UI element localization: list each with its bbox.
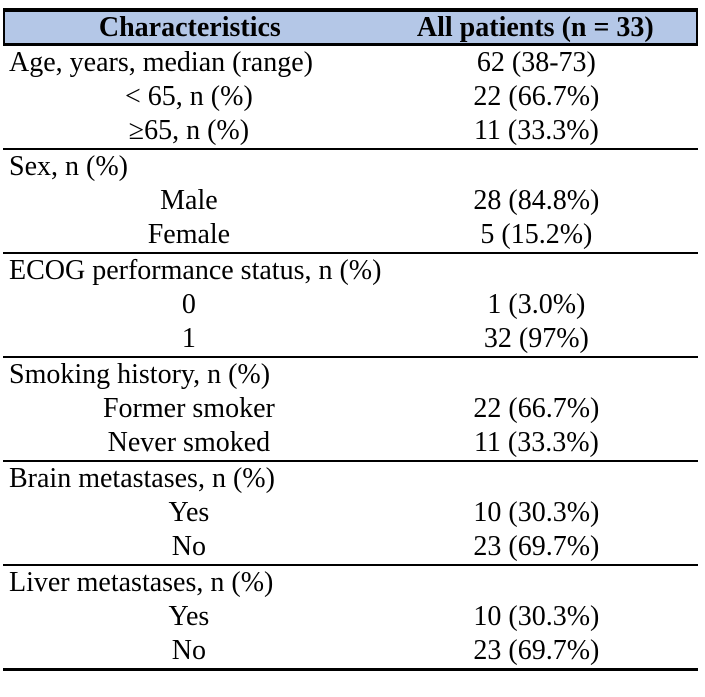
row-label: Yes [168, 601, 210, 632]
row-value: 23 (69.7%) [473, 635, 600, 666]
table-body: Age, years, median (range) 62 (38-73) < 65… [3, 46, 698, 668]
row-value: 22 (66.7%) [473, 393, 600, 424]
table-row: Never smoked 11 (33.3%) [3, 426, 698, 460]
row-label: Liver metastases, n (%) [9, 567, 274, 598]
header-all-patients: All patients (n = 33) [416, 11, 654, 43]
row-value: 11 (33.3%) [473, 115, 599, 146]
table-row: Female 5 (15.2%) [3, 218, 698, 252]
row-label: Sex, n (%) [9, 151, 128, 182]
row-label: No [171, 531, 207, 562]
row-value: 23 (69.7%) [473, 531, 600, 562]
row-label: Yes [168, 497, 210, 528]
table-row: Yes 10 (30.3%) [3, 496, 698, 530]
row-label: ≥65, n (%) [128, 115, 250, 146]
row-label: Brain metastases, n (%) [9, 463, 275, 494]
row-label: 0 [181, 289, 196, 320]
row-value: 62 (38-73) [476, 47, 596, 78]
row-value: 10 (30.3%) [473, 601, 600, 632]
row-value: 1 (3.0%) [487, 289, 586, 320]
table-row: No 23 (69.7%) [3, 530, 698, 564]
table-row: Smoking history, n (%) [3, 358, 698, 392]
table-section: Sex, n (%) Male 28 (84.8%) Female 5 (15.2%) [3, 148, 698, 252]
row-label: Male [160, 185, 218, 216]
table-row: Age, years, median (range) 62 (38-73) [3, 46, 698, 80]
row-label: Smoking history, n (%) [9, 359, 271, 390]
table-row: Male 28 (84.8%) [3, 184, 698, 218]
table-section: Smoking history, n (%) Former smoker 22 (6… [3, 356, 698, 460]
table-row: < 65, n (%) 22 (66.7%) [3, 80, 698, 114]
table-row: ≥65, n (%) 11 (33.3%) [3, 114, 698, 148]
table-row: Sex, n (%) [3, 150, 698, 184]
row-label: ECOG performance status, n (%) [9, 255, 382, 286]
table-row: 1 32 (97%) [3, 322, 698, 356]
row-value: 28 (84.8%) [473, 185, 600, 216]
row-value: 32 (97%) [483, 323, 589, 354]
row-label: Age, years, median (range) [9, 47, 313, 78]
table-row: No 23 (69.7%) [3, 634, 698, 668]
row-label: < 65, n (%) [125, 81, 253, 112]
row-label: 1 [181, 323, 196, 354]
table-row: 0 1 (3.0%) [3, 288, 698, 322]
table-row: Yes 10 (30.3%) [3, 600, 698, 634]
header-characteristics: Characteristics [98, 11, 281, 43]
table-row: ECOG performance status, n (%) [3, 254, 698, 288]
row-label: No [171, 635, 207, 666]
table-row: Former smoker 22 (66.7%) [3, 392, 698, 426]
table-row: Brain metastases, n (%) [3, 462, 698, 496]
table-section: Brain metastases, n (%) Yes 10 (30.3%) No 23… [3, 460, 698, 564]
table-section: Liver metastases, n (%) Yes 10 (30.3%) No 23… [3, 564, 698, 668]
row-label: Never smoked [107, 427, 271, 458]
table-section: ECOG performance status, n (%) 0 1 (3.0%) 1… [3, 252, 698, 356]
row-value: 5 (15.2%) [480, 219, 593, 250]
row-value: 11 (33.3%) [473, 427, 599, 458]
patient-characteristics-table: Characteristics All patients (n = 33) Ag… [3, 8, 698, 671]
table-header-row: Characteristics All patients (n = 33) [3, 12, 698, 46]
row-value: 10 (30.3%) [473, 497, 600, 528]
row-label: Former smoker [102, 393, 275, 424]
row-label: Female [147, 219, 231, 250]
row-value: 22 (66.7%) [473, 81, 600, 112]
table-section: Age, years, median (range) 62 (38-73) < 65… [3, 46, 698, 148]
table-row: Liver metastases, n (%) [3, 566, 698, 600]
